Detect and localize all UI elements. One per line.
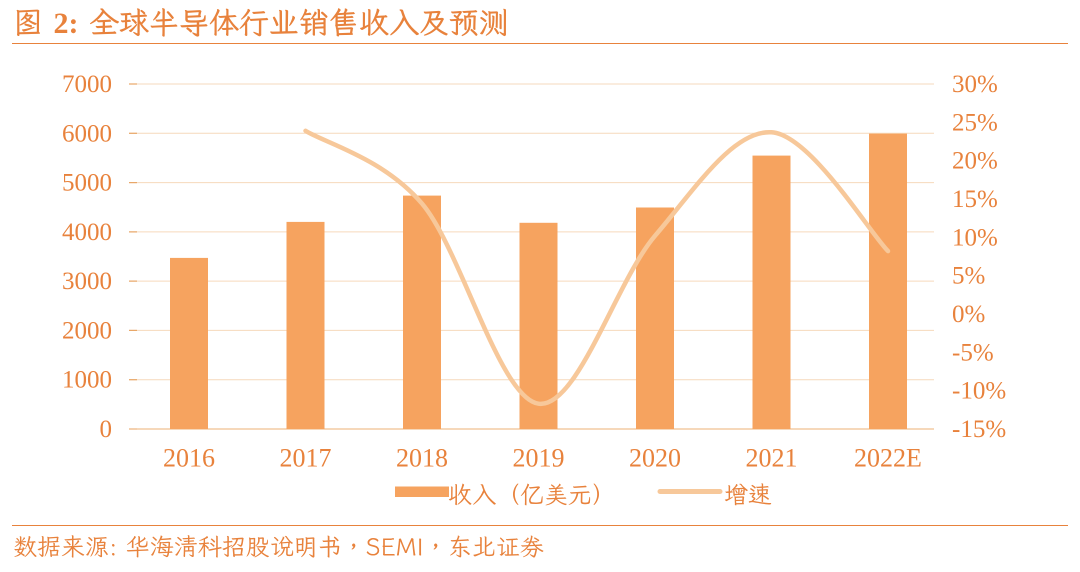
svg-text:0: 0 — [100, 416, 113, 443]
svg-text:1000: 1000 — [62, 367, 112, 394]
svg-text:25%: 25% — [952, 109, 998, 136]
svg-text:2021: 2021 — [746, 444, 798, 473]
svg-text:4000: 4000 — [62, 219, 112, 246]
svg-text:2017: 2017 — [280, 444, 332, 473]
svg-text:收入（亿美元）: 收入（亿美元） — [448, 478, 616, 510]
svg-text:7000: 7000 — [62, 71, 112, 98]
svg-text:-15%: -15% — [952, 416, 1006, 443]
svg-text:30%: 30% — [952, 71, 998, 98]
svg-text:2000: 2000 — [62, 317, 112, 344]
svg-text:0%: 0% — [952, 301, 985, 328]
svg-text:2020: 2020 — [629, 444, 681, 473]
svg-text:5000: 5000 — [62, 170, 112, 197]
svg-text:增速: 增速 — [724, 478, 772, 510]
svg-text:2019: 2019 — [513, 444, 565, 473]
svg-text:5%: 5% — [952, 263, 985, 290]
svg-text:2016: 2016 — [163, 444, 215, 473]
svg-text:-10%: -10% — [952, 378, 1006, 405]
svg-text:2022E: 2022E — [854, 444, 922, 473]
svg-text:3000: 3000 — [62, 268, 112, 295]
svg-text:20%: 20% — [952, 148, 998, 175]
svg-text:6000: 6000 — [62, 120, 112, 147]
svg-text:-5%: -5% — [952, 339, 994, 366]
svg-text:2018: 2018 — [396, 444, 448, 473]
svg-text:15%: 15% — [952, 186, 998, 213]
svg-text:10%: 10% — [952, 224, 998, 251]
